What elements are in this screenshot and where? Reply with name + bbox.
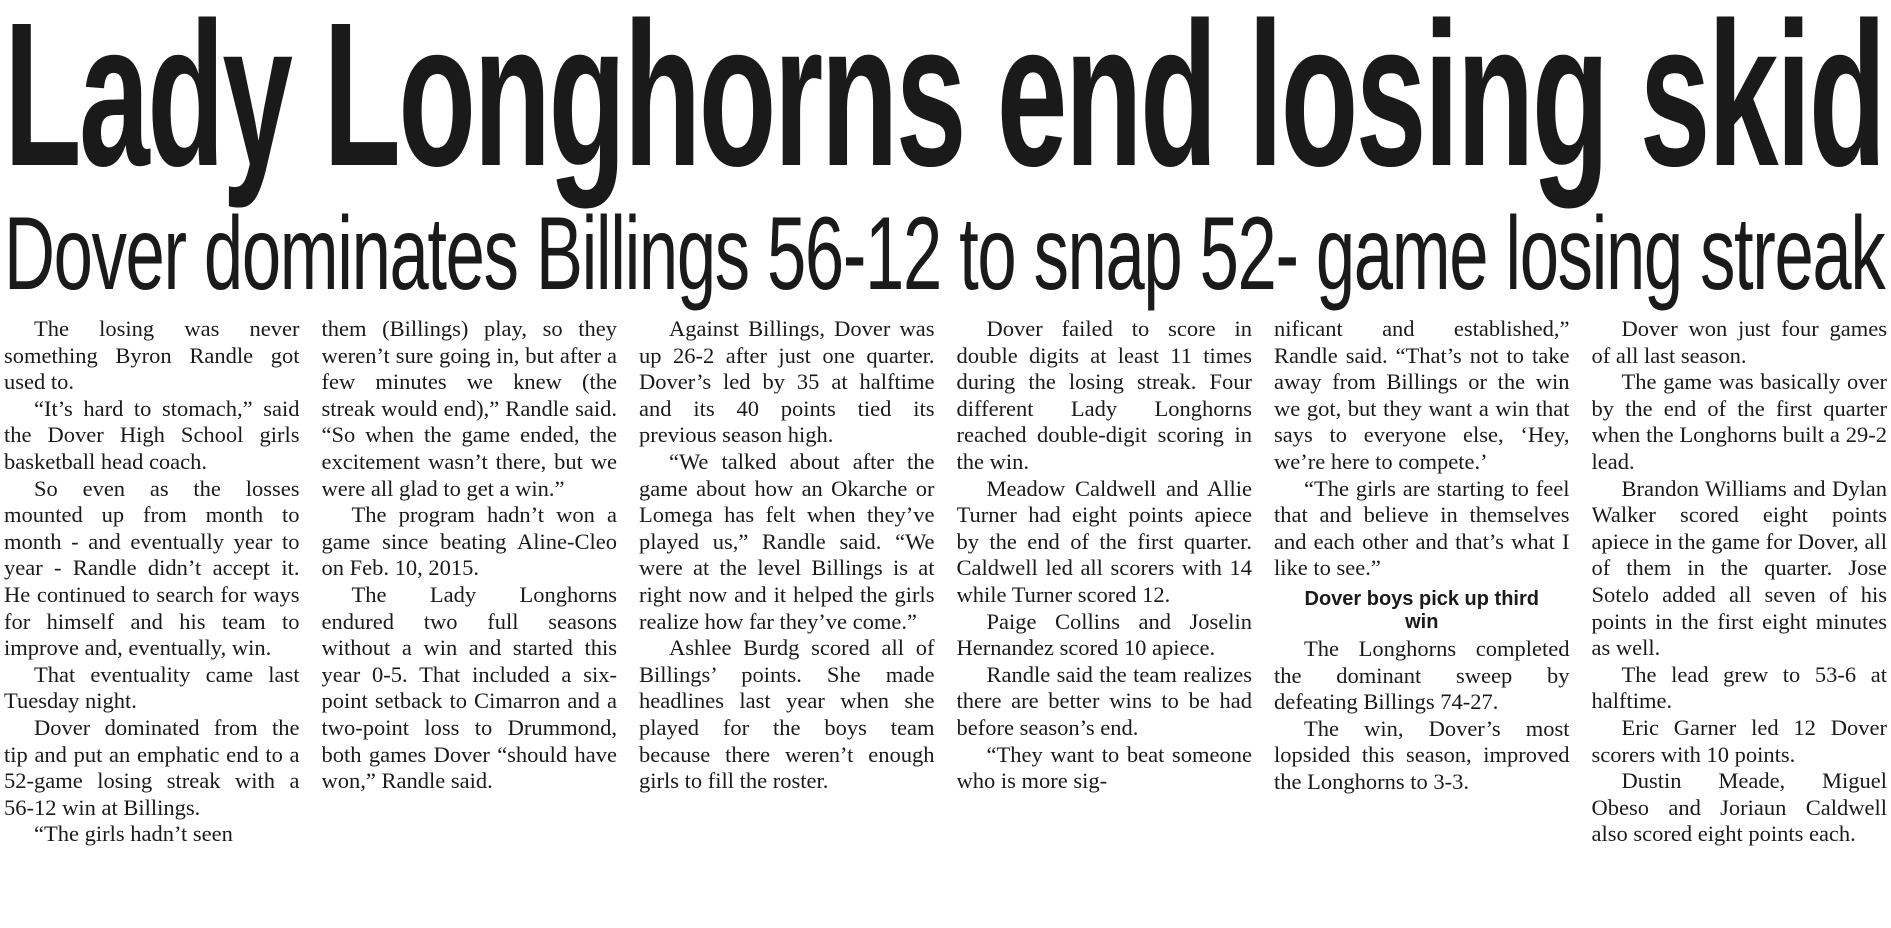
paragraph: Dover won just four games of all last se… — [1591, 316, 1888, 368]
paragraph: “The girls are starting to feel that and… — [1274, 475, 1570, 581]
paragraph: “The girls hadn’t seen — [34, 821, 233, 847]
paragraph: The game was basically over by the end o… — [1591, 369, 1888, 474]
paragraph: The program hadn’t won a game since beat… — [321, 502, 618, 581]
headline: Lady Longhorns end losing skid — [4, 0, 1886, 209]
paragraph: “It’s hard to stomach,” said the Dover H… — [4, 395, 300, 474]
paragraph: them (Billings) play, so they weren’t su… — [321, 316, 618, 501]
paragraph: The Lady Longhorns endured two full seas… — [321, 581, 618, 794]
paragraph: The Longhorns completed the dominant swe… — [1274, 635, 1570, 715]
column: Dover won just four games of all last se… — [1592, 316, 1888, 924]
paragraph: Dover dominated from the tip and put an … — [4, 714, 300, 820]
paragraph: Dustin Meade, Miguel Obeso and Joriaun C… — [1591, 768, 1888, 847]
column: nificant and established,” Randle said. … — [1274, 316, 1570, 924]
column: Against Billings, Dover was up 26-2 afte… — [639, 316, 935, 924]
paragraph: Randle said the team realizes there are … — [956, 661, 1253, 740]
section-heading: Dover boys pick up third win — [1304, 587, 1539, 633]
paragraph: Meadow Caldwell and Allie Turner had eig… — [956, 475, 1253, 607]
paragraph: “They want to beat someone who is more s… — [956, 741, 1253, 794]
body-columns: The losing was never something Byron Ran… — [4, 316, 1887, 924]
paragraph: The win, Dover’s most lopsided this seas… — [1274, 715, 1570, 794]
paragraph: Brandon Williams and Dylan Walker scored… — [1591, 475, 1888, 661]
paragraph: nificant and established,” Randle said. … — [1274, 316, 1570, 474]
paragraph: The losing was never something Byron Ran… — [4, 316, 300, 395]
column: The losing was never something Byron Ran… — [4, 316, 300, 924]
paragraph: So even as the losses mounted up from mo… — [4, 475, 300, 661]
paragraph: Against Billings, Dover was up 26-2 afte… — [639, 316, 935, 448]
column: them (Billings) play, so they weren’t su… — [322, 316, 618, 924]
paragraph: “We talked about after the game about ho… — [639, 448, 935, 634]
paragraph: The lead grew to 53-6 at halftime. — [1591, 661, 1888, 714]
column: Dover failed to score in double digits a… — [957, 316, 1253, 924]
paragraph: Eric Garner led 12 Dover scorers with 10… — [1591, 714, 1888, 767]
paragraph: That eventuality came last Tuesday night… — [4, 661, 300, 714]
subheadline: Dover dominates Billings 56-12 to snap 5… — [4, 196, 1886, 312]
paragraph: Ashlee Burdg scored all of Billings’ poi… — [639, 635, 935, 794]
paragraph: Paige Collins and Joselin Hernandez scor… — [956, 608, 1253, 661]
paragraph: Dover failed to score in double digits a… — [956, 316, 1253, 474]
